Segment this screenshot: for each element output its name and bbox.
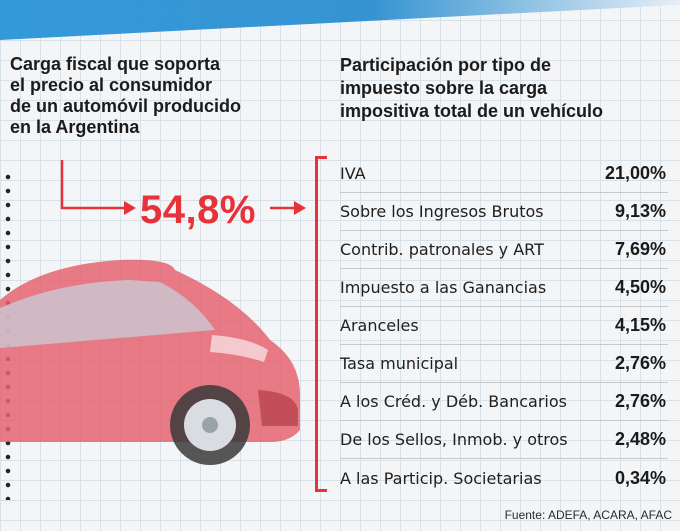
table-row: Aranceles 4,15% xyxy=(340,307,668,345)
table-row: Sobre los Ingresos Brutos 9,13% xyxy=(340,193,668,231)
tax-type-label: De los Sellos, Inmob. y otros xyxy=(340,430,568,449)
table-row: A los Créd. y Déb. Bancarios 2,76% xyxy=(340,383,668,421)
tax-breakdown-table: IVA 21,00% Sobre los Ingresos Brutos 9,13% C… xyxy=(340,155,668,497)
table-row: Tasa municipal 2,76% xyxy=(340,345,668,383)
table-row: Impuesto a las Ganancias 4,50% xyxy=(340,269,668,307)
arrow-left-head xyxy=(124,201,136,215)
tax-share-value: 7,69% xyxy=(614,239,666,259)
tax-type-label: Sobre los Ingresos Brutos xyxy=(340,202,544,221)
table-bracket xyxy=(315,156,327,492)
table-row: A las Particip. Societarias 0,34% xyxy=(340,459,668,497)
table-row: De los Sellos, Inmob. y otros 2,48% xyxy=(340,421,668,459)
tax-share-value: 2,76% xyxy=(614,391,666,411)
car-illustration xyxy=(0,259,300,465)
tax-type-label: Impuesto a las Ganancias xyxy=(340,278,547,297)
tax-type-label: Contrib. patronales y ART xyxy=(340,240,544,259)
tax-type-label: A las Particip. Societarias xyxy=(340,468,542,488)
source-note: Fuente: ADEFA, ACARA, AFAC xyxy=(504,508,672,522)
left-title: Carga fiscal que soporta el precio al co… xyxy=(10,54,241,137)
tax-share-value: 0,34% xyxy=(614,467,666,488)
tax-share-value: 2,76% xyxy=(614,353,666,373)
tax-type-label: IVA xyxy=(340,164,366,183)
tax-share-value: 21,00% xyxy=(604,163,666,183)
tax-share-value: 9,13% xyxy=(614,201,666,221)
tax-type-label: Tasa municipal xyxy=(340,354,459,373)
tax-share-value: 4,15% xyxy=(614,315,666,335)
arrow-left-connector xyxy=(60,160,128,210)
table-row: Contrib. patronales y ART 7,69% xyxy=(340,231,668,269)
tax-type-label: A los Créd. y Déb. Bancarios xyxy=(340,392,567,411)
table-row: IVA 21,00% xyxy=(340,155,668,193)
tax-share-value: 2,48% xyxy=(614,429,666,449)
right-title: Participación por tipo de impuesto sobre… xyxy=(340,55,604,121)
total-tax-percentage: 54,8% xyxy=(140,188,256,232)
tax-share-value: 4,50% xyxy=(614,277,666,297)
arrow-right-head xyxy=(294,201,306,215)
tax-type-label: Aranceles xyxy=(340,316,419,335)
